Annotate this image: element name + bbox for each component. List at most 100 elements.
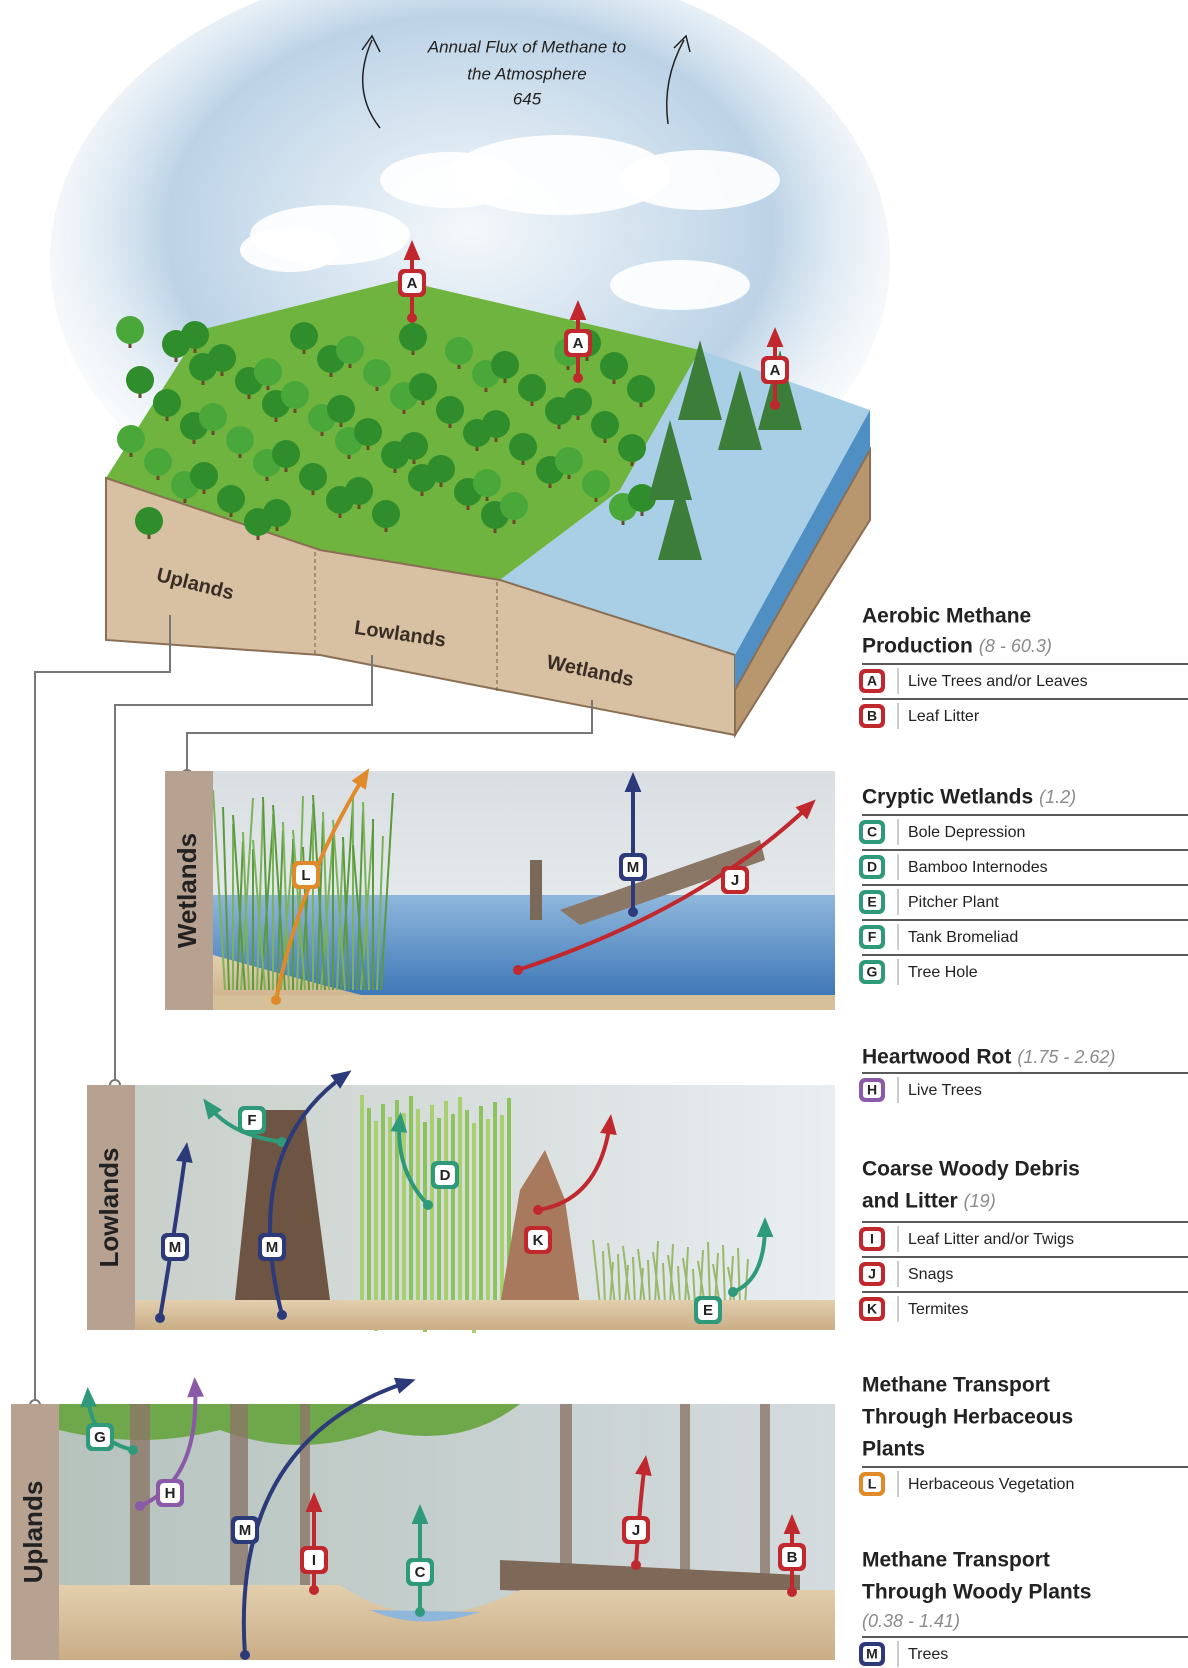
legend-item: Leaf Litter and/or Twigs [908,1231,1074,1248]
legend-letter: B [867,708,877,724]
body: UplandsLowlandsWetlandsAnnual Flux of Me… [0,0,1188,1668]
legend-item: Tree Hole [908,964,978,981]
legend: Aerobic MethaneProduction(8 - 60.3)ALive… [859,605,1188,1667]
legend-range: (1.75 - 2.62) [1017,1047,1115,1067]
connector [187,700,592,775]
tree-crown [290,322,318,350]
legend-title: Through Woody Plants [862,1581,1091,1604]
bamboo [451,1114,455,1324]
legend-letter: C [867,824,877,840]
bamboo [360,1095,364,1305]
legend-title: Coarse Woody Debris [862,1158,1080,1181]
flux-source [533,1205,543,1215]
flux-arrowhead [80,1387,97,1407]
tree-crown [345,477,373,505]
tree-crown [564,388,592,416]
bamboo [444,1101,448,1311]
snag [530,860,542,920]
tree-trunk [230,1404,248,1594]
cloud [620,150,780,210]
legend-letter: L [868,1476,877,1492]
legend-letter: E [867,894,876,910]
tree-crown [436,396,464,424]
tree-crown [117,425,145,453]
marker-letter: J [731,872,739,889]
marker-letter: M [239,1522,252,1539]
tree-crown [427,455,455,483]
tree-crown [153,389,181,417]
legend-item: Bamboo Internodes [908,859,1048,876]
illustration: UplandsLowlandsWetlandsAnnual Flux of Me… [11,0,890,1660]
marker-letter: C [415,1564,426,1581]
marker-letter: G [94,1429,106,1446]
bamboo [381,1104,385,1314]
flux-label: 645 [513,89,542,108]
tree-crown [327,395,355,423]
tree-crown [299,463,327,491]
flux-source [423,1200,433,1210]
tree-crown [473,469,501,497]
bamboo [416,1109,420,1319]
cloud [380,152,520,208]
tree-trunk [760,1404,770,1594]
tree-crown [181,321,209,349]
bamboo [493,1102,497,1312]
flux-source [271,995,281,1005]
marker-letter: A [770,362,781,379]
legend-title: Production [862,635,973,658]
legend-letter: G [867,964,878,980]
bamboo [430,1105,434,1315]
flux-source [573,373,583,383]
marker-letter: B [787,1549,798,1566]
flux-source [631,1560,641,1570]
tree-crown [135,507,163,535]
flux-source [628,907,638,917]
tree-crown [354,418,382,446]
legend-title: Plants [862,1438,925,1461]
flux-source [135,1501,145,1511]
marker-letter: A [573,335,584,352]
legend-range: (8 - 60.3) [979,636,1052,656]
tree-crown [226,426,254,454]
bamboo [486,1119,490,1329]
tree-crown [500,492,528,520]
tree-crown [509,433,537,461]
marker-letter: A [407,275,418,292]
tree-crown [518,374,546,402]
bamboo [409,1096,413,1306]
flux-source [128,1445,138,1455]
marker-letter: D [440,1167,451,1184]
tree-crown [555,447,583,475]
legend-item: Trees [908,1646,948,1663]
page: {"header":{"flux_label":["Annual Flux of… [0,0,1188,1668]
bamboo [374,1121,378,1331]
legend-range: (1.2) [1039,787,1076,807]
legend-letter: J [868,1266,876,1282]
marker-letter: M [169,1239,182,1256]
flux-source [309,1585,319,1595]
cloud [240,228,340,272]
bamboo [437,1118,441,1328]
tree-crown [482,410,510,438]
tree-crown [409,373,437,401]
tree-crown [217,485,245,513]
tree-crown [208,344,236,372]
panel-label: Wetlands [172,833,202,948]
tree-crown [627,375,655,403]
cloud [610,260,750,310]
bamboo [388,1117,392,1327]
marker-letter: J [632,1522,640,1539]
legend-letter: A [867,673,877,689]
legend-item: Leaf Litter [908,708,980,725]
flux-source [240,1650,250,1660]
tree-trunk [680,1404,690,1594]
legend-letter: F [868,929,877,945]
panel-label: Uplands [18,1481,48,1584]
legend-letter: M [866,1646,878,1662]
legend-item: Live Trees [908,1082,982,1099]
legend-letter: D [867,859,877,875]
marker-letter: E [703,1302,713,1319]
panel-label: Lowlands [94,1148,124,1268]
tree-crown [199,403,227,431]
tree-crown [399,323,427,351]
